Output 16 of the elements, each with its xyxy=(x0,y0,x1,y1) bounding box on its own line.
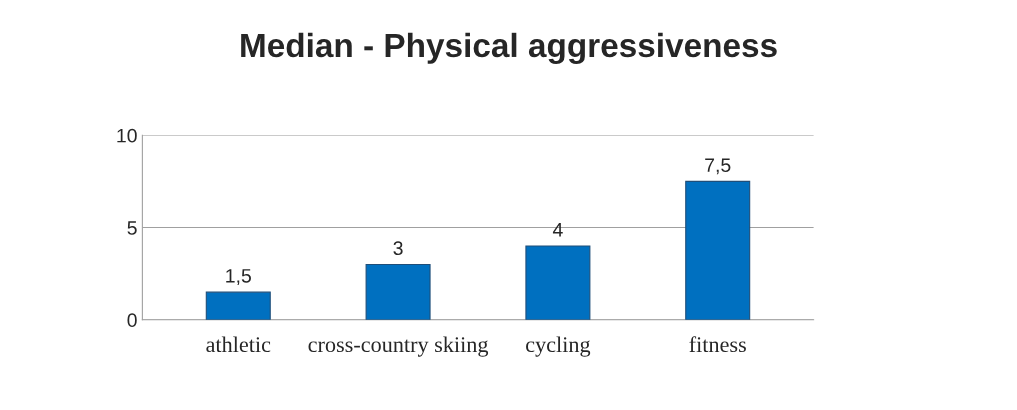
bar xyxy=(205,291,271,320)
data-label: 3 xyxy=(393,241,403,256)
bar xyxy=(685,180,751,320)
y-tick-label: 5 xyxy=(127,221,137,235)
chart-title: Median - Physical aggressiveness xyxy=(241,32,777,65)
data-label: 4 xyxy=(552,223,563,237)
data-label: 1,5 xyxy=(226,269,251,286)
data-label: 7,5 xyxy=(705,158,731,175)
bar xyxy=(525,245,591,320)
y-tick-label: 0 xyxy=(127,313,137,328)
y-tick-label: 10 xyxy=(117,128,137,143)
x-tick-label: athletic xyxy=(206,336,271,353)
x-tick-label: cycling xyxy=(526,336,591,357)
x-tick-label: fitness xyxy=(689,336,746,353)
bar xyxy=(365,263,431,320)
x-tick-label: cross-country skiing xyxy=(308,336,489,357)
